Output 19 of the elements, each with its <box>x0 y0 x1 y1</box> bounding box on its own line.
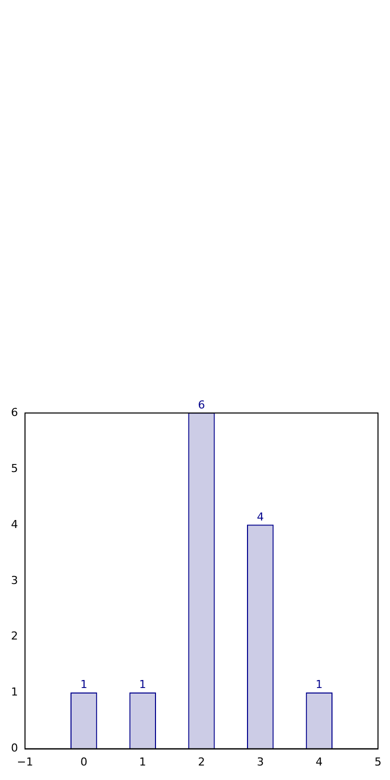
data-label: 6 <box>198 398 205 412</box>
x-tick-label: −1 <box>16 755 34 768</box>
x-tick-label: 3 <box>256 755 264 768</box>
y-tick-label: 3 <box>11 574 18 587</box>
x-tick-label: 1 <box>139 755 146 768</box>
x-tick-label: 5 <box>374 755 382 768</box>
x-tick-label: 4 <box>316 755 323 768</box>
data-label: 1 <box>139 678 146 692</box>
y-tick-label: 2 <box>11 630 18 643</box>
x-tick-label: 2 <box>198 755 205 768</box>
y-tick-label: 1 <box>11 686 18 699</box>
data-label: 1 <box>80 678 88 692</box>
y-tick-label: 5 <box>11 462 18 475</box>
x-tick-label: 0 <box>80 755 88 768</box>
data-label: 4 <box>256 510 264 524</box>
y-tick-label: 6 <box>11 406 18 419</box>
y-tick-label: 0 <box>11 742 18 755</box>
data-label: 1 <box>316 678 323 692</box>
y-tick-label: 4 <box>11 518 18 531</box>
